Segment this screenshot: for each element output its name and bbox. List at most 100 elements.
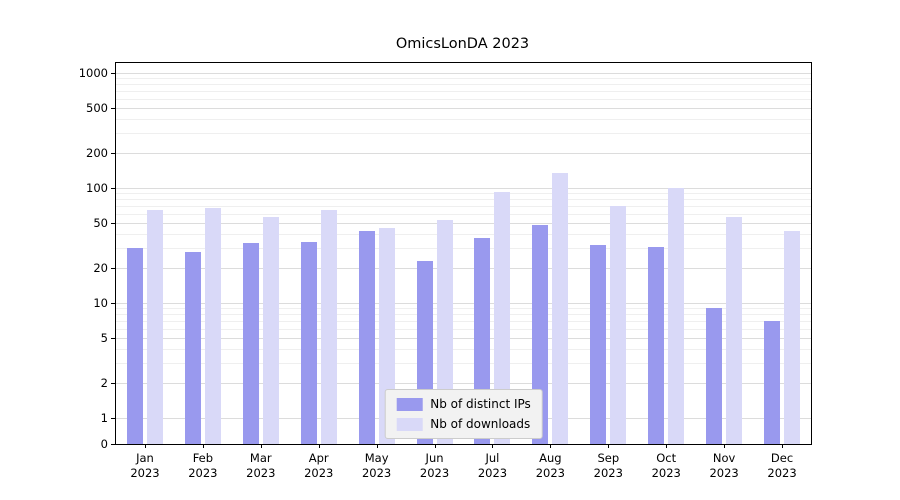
bar-distinct-ips bbox=[300, 241, 317, 444]
x-tick-mark bbox=[724, 444, 726, 448]
minor-gridline bbox=[116, 213, 811, 215]
bar-downloads bbox=[784, 231, 801, 444]
x-tick-label: Nov 2023 bbox=[709, 451, 739, 480]
major-gridline bbox=[116, 337, 811, 339]
minor-gridline bbox=[116, 98, 811, 100]
major-gridline bbox=[116, 153, 811, 155]
major-gridline bbox=[116, 188, 811, 189]
x-tick-mark bbox=[144, 444, 146, 448]
minor-gridline bbox=[116, 84, 811, 86]
x-tick-label: Sep 2023 bbox=[593, 451, 623, 480]
bar-distinct-ips bbox=[706, 308, 723, 444]
minor-gridline bbox=[116, 320, 811, 322]
minor-gridline bbox=[116, 248, 811, 250]
legend-swatch-downloads bbox=[396, 417, 423, 431]
bar-distinct-ips bbox=[184, 251, 201, 444]
legend-item-distinct-ips: Nb of distinct IPs bbox=[396, 397, 531, 411]
y-tick-mark bbox=[111, 107, 115, 109]
legend-label-downloads: Nb of downloads bbox=[430, 417, 531, 431]
minor-gridline bbox=[116, 363, 811, 365]
y-tick-label: 200 bbox=[86, 146, 108, 161]
x-tick-mark bbox=[608, 444, 610, 448]
y-tick-label: 1000 bbox=[78, 66, 108, 80]
bar-distinct-ips bbox=[648, 246, 665, 444]
legend-item-downloads: Nb of downloads bbox=[396, 417, 531, 431]
minor-gridline bbox=[116, 133, 811, 135]
y-tick-label: 5 bbox=[100, 330, 108, 345]
x-tick-label: May 2023 bbox=[361, 451, 392, 480]
major-gridline bbox=[116, 222, 811, 224]
major-gridline bbox=[116, 268, 811, 270]
x-tick-label: Jul 2023 bbox=[477, 451, 508, 480]
y-tick-mark bbox=[111, 153, 115, 155]
bar-distinct-ips bbox=[590, 244, 607, 444]
y-tick-label: 2 bbox=[100, 376, 108, 391]
minor-gridline bbox=[116, 308, 811, 310]
x-tick-label: Oct 2023 bbox=[651, 451, 681, 480]
x-tick-mark bbox=[666, 444, 668, 448]
x-tick-label: Dec 2023 bbox=[767, 451, 797, 480]
minor-gridline bbox=[116, 193, 811, 195]
y-tick-mark bbox=[111, 268, 115, 270]
bar-distinct-ips bbox=[764, 320, 781, 444]
y-tick-label: 0 bbox=[100, 437, 108, 451]
bar-distinct-ips bbox=[126, 248, 143, 444]
y-tick-label: 500 bbox=[86, 100, 108, 115]
chart-title: OmicsLonDA 2023 bbox=[395, 36, 530, 52]
x-tick-mark bbox=[550, 444, 552, 448]
minor-gridline bbox=[116, 314, 811, 316]
y-tick-mark bbox=[111, 73, 115, 74]
y-tick-label: 1 bbox=[100, 411, 108, 425]
legend: Nb of distinct IPs Nb of downloads bbox=[384, 389, 543, 439]
legend-label-distinct-ips: Nb of distinct IPs bbox=[430, 397, 531, 411]
minor-gridline bbox=[116, 233, 811, 235]
x-tick-mark bbox=[260, 444, 262, 448]
x-tick-mark bbox=[202, 444, 204, 448]
major-gridline bbox=[116, 383, 811, 385]
x-tick-label: Jun 2023 bbox=[419, 451, 450, 480]
major-gridline bbox=[116, 303, 811, 304]
y-tick-mark bbox=[111, 383, 115, 385]
bar-downloads bbox=[320, 209, 337, 444]
minor-gridline bbox=[116, 118, 811, 120]
x-tick-mark bbox=[434, 444, 436, 448]
x-tick-label: Aug 2023 bbox=[535, 451, 566, 480]
bar-distinct-ips bbox=[242, 243, 259, 444]
y-tick-label: 20 bbox=[93, 261, 108, 276]
legend-swatch-distinct-ips bbox=[396, 397, 423, 411]
bar-distinct-ips bbox=[358, 231, 375, 444]
y-tick-mark bbox=[111, 418, 115, 419]
bar-downloads bbox=[204, 208, 221, 444]
y-tick-mark bbox=[111, 444, 115, 445]
x-tick-label: Apr 2023 bbox=[304, 451, 334, 480]
major-gridline bbox=[116, 107, 811, 109]
bar-downloads bbox=[668, 188, 685, 444]
major-gridline bbox=[116, 73, 811, 74]
y-tick-mark bbox=[111, 188, 115, 189]
y-tick-label: 50 bbox=[93, 215, 108, 230]
plot-area: 0 1 2 5 10 20 50 100 200 500 1000 Jan 2023 Feb 2023 Mar… bbox=[79, 62, 812, 480]
x-tick-label: Feb 2023 bbox=[188, 451, 218, 480]
minor-gridline bbox=[116, 90, 811, 92]
minor-gridline bbox=[116, 78, 811, 80]
x-tick-label: Mar 2023 bbox=[246, 451, 276, 480]
bar-downloads bbox=[146, 209, 163, 444]
x-tick-label: Jan 2023 bbox=[130, 451, 160, 480]
y-tick-mark bbox=[111, 303, 115, 304]
minor-gridline bbox=[116, 348, 811, 350]
bar-downloads bbox=[494, 191, 511, 444]
minor-gridline bbox=[116, 205, 811, 207]
x-tick-mark bbox=[318, 444, 320, 448]
minor-gridline bbox=[116, 328, 811, 330]
y-tick-label: 100 bbox=[86, 181, 108, 195]
x-tick-mark bbox=[782, 444, 784, 448]
bar-downloads bbox=[552, 173, 569, 444]
bar-downloads bbox=[726, 216, 743, 444]
minor-gridline bbox=[116, 199, 811, 201]
y-tick-label: 10 bbox=[93, 296, 108, 310]
bar-downloads bbox=[610, 205, 627, 444]
bar-downloads bbox=[436, 219, 453, 444]
y-tick-mark bbox=[111, 337, 115, 339]
x-tick-mark bbox=[376, 444, 378, 448]
